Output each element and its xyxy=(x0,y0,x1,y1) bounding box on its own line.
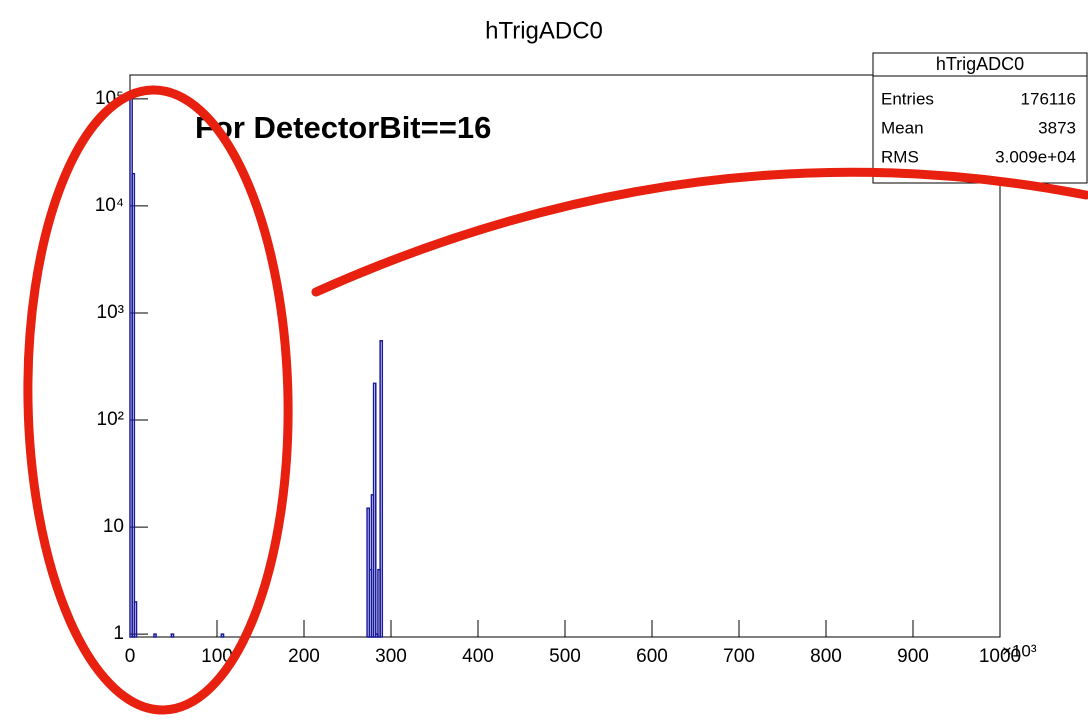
x-tick-label: 800 xyxy=(810,646,842,667)
stats-value: 3873 xyxy=(1038,118,1076,137)
stats-label: Entries xyxy=(881,89,934,108)
stats-box: hTrigADC0 Entries 176116 Mean 3873 RMS 3… xyxy=(872,52,1088,184)
x-tick-label: 500 xyxy=(549,646,581,667)
y-tick-label: 10³ xyxy=(97,302,124,323)
x-tick-label: 0 xyxy=(125,646,136,667)
histogram-bar xyxy=(372,382,377,638)
stats-frame xyxy=(872,52,1088,184)
red-ellipse xyxy=(23,85,293,715)
histogram-bar xyxy=(170,633,175,638)
histogram-bar xyxy=(133,601,138,638)
y-tick-label: 10 xyxy=(103,516,124,537)
histogram-bar xyxy=(131,172,136,638)
x-multiplier: ×10³ xyxy=(1002,641,1037,660)
x-tick-label: 600 xyxy=(636,646,668,667)
x-tick-label: 400 xyxy=(462,646,494,667)
x-tick-label: 900 xyxy=(897,646,929,667)
red-arc xyxy=(311,167,1088,297)
stats-label: RMS xyxy=(881,147,919,166)
chart-title: hTrigADC0 xyxy=(485,17,603,44)
x-tick-label: 200 xyxy=(288,646,320,667)
histogram-bar xyxy=(153,633,157,638)
x-tick-label: 100 xyxy=(201,646,233,667)
x-tick-label: 700 xyxy=(723,646,755,667)
y-tick-label: 10² xyxy=(97,409,124,430)
stats-value: 3.009e+04 xyxy=(995,147,1076,166)
histogram-bar xyxy=(220,633,225,638)
plot-frame xyxy=(129,74,1001,638)
y-tick-label: 10⁴ xyxy=(95,195,124,216)
stats-label: Mean xyxy=(881,118,924,137)
x-tick-label: 1000 xyxy=(979,646,1021,667)
x-tick-label: 300 xyxy=(375,646,407,667)
y-tick-label: 1 xyxy=(113,623,124,644)
stats-title: hTrigADC0 xyxy=(936,54,1024,74)
red-annotation xyxy=(23,85,1088,715)
stats-value: 176116 xyxy=(1021,89,1076,108)
histogram-bar xyxy=(379,340,384,638)
annotation: For DetectorBit==16 xyxy=(195,110,491,145)
